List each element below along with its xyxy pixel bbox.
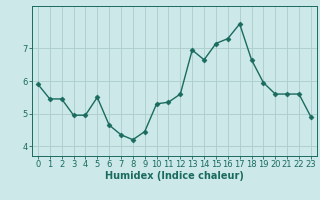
X-axis label: Humidex (Indice chaleur): Humidex (Indice chaleur) (105, 171, 244, 181)
